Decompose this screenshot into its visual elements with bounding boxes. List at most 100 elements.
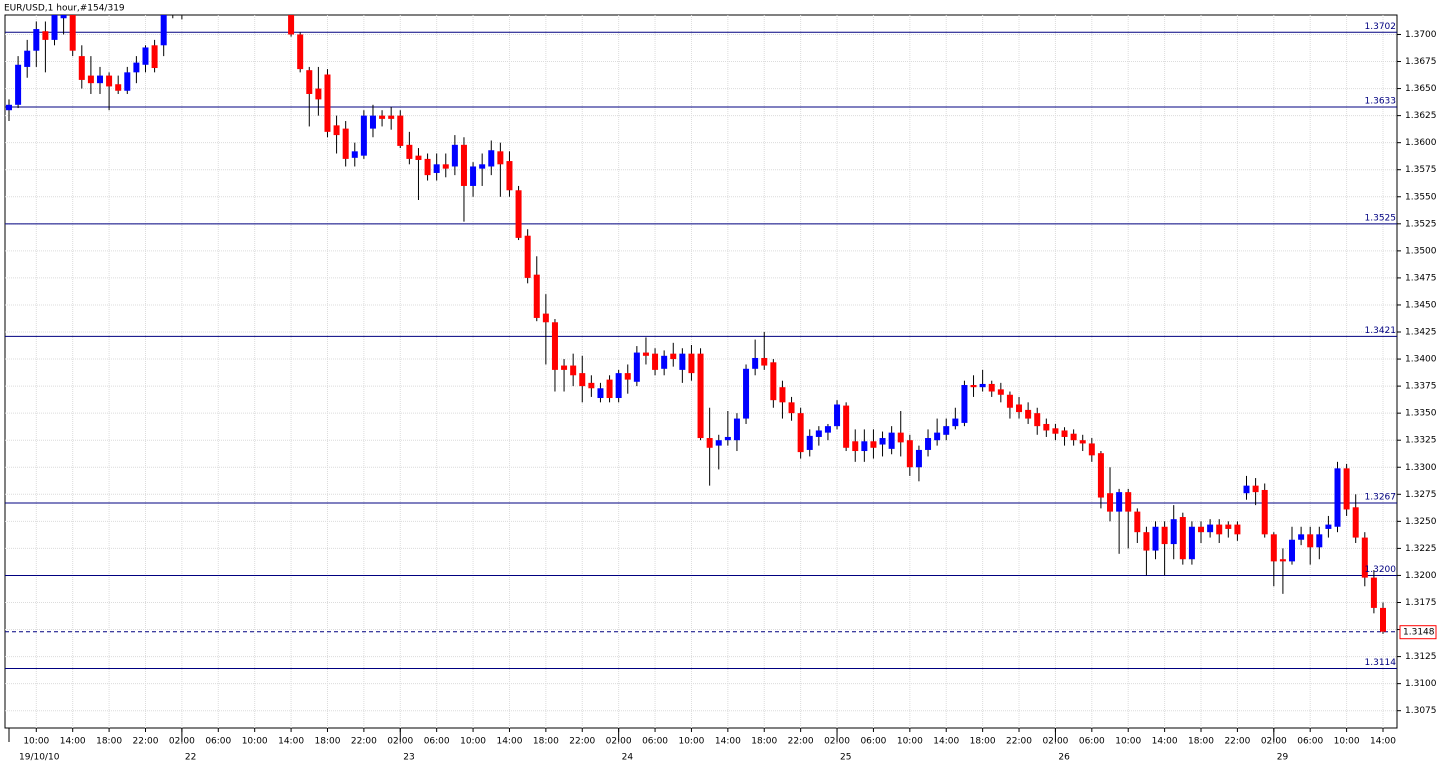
- candle-body: [433, 164, 440, 173]
- x-tick-label: 18:00: [533, 737, 559, 747]
- candle-body: [688, 353, 695, 374]
- candle-body: [1298, 534, 1305, 540]
- labels: 1.30751.31001.31251.31501.31751.32001.32…: [19, 22, 1437, 763]
- candle-body: [142, 47, 149, 65]
- x-tick-label: 10:00: [23, 737, 49, 747]
- candle-body: [115, 84, 122, 91]
- candle-body: [642, 352, 649, 356]
- level-label: 1.3633: [1365, 96, 1397, 106]
- candle-body: [1361, 537, 1368, 578]
- candle-body: [670, 353, 677, 360]
- date-label: 26: [1058, 753, 1070, 763]
- x-tick-label: 18:00: [751, 737, 777, 747]
- candle-body: [724, 436, 731, 441]
- x-tick-label: 22:00: [788, 737, 814, 747]
- x-tick-label: 22:00: [1006, 737, 1032, 747]
- candle-body: [1143, 532, 1150, 551]
- y-tick-label: 1.3500: [1405, 246, 1437, 256]
- x-tick-label: 10:00: [678, 737, 704, 747]
- candle-body: [1198, 526, 1205, 533]
- candle-body: [834, 404, 841, 427]
- candle-body: [661, 355, 668, 369]
- candle-body: [1207, 524, 1214, 533]
- candle-body: [1225, 524, 1232, 529]
- y-tick-label: 1.3225: [1405, 544, 1437, 554]
- candle-body: [406, 144, 413, 159]
- y-tick-label: 1.3575: [1405, 165, 1437, 175]
- x-tick-label: 22:00: [351, 737, 377, 747]
- candle-body: [1279, 559, 1286, 562]
- x-tick-label: 02:00: [387, 737, 413, 747]
- candle-body: [1179, 517, 1186, 560]
- y-tick-label: 1.3450: [1405, 300, 1437, 310]
- candle-body: [743, 368, 750, 419]
- candle-body: [160, 15, 167, 46]
- candle-body: [652, 353, 659, 370]
- y-tick-label: 1.3675: [1405, 57, 1437, 67]
- candle-body: [988, 383, 995, 392]
- x-tick-label: 10:00: [242, 737, 268, 747]
- candle-body: [24, 50, 31, 67]
- y-tick-label: 1.3200: [1405, 571, 1437, 581]
- candle-body: [1334, 468, 1341, 527]
- candle-body: [542, 313, 549, 323]
- x-tick-label: 02:00: [1042, 737, 1068, 747]
- candle-body: [379, 115, 386, 119]
- x-tick-label: 02:00: [1261, 737, 1287, 747]
- y-tick-label: 1.3100: [1405, 679, 1437, 689]
- y-tick-label: 1.3525: [1405, 219, 1437, 229]
- x-tick-label: 06:00: [1297, 737, 1323, 747]
- candle-body: [1088, 443, 1095, 456]
- current-price-box: [1399, 625, 1437, 640]
- candle-body: [415, 155, 422, 160]
- candle-body: [615, 373, 622, 399]
- x-tick-label: 06:00: [205, 737, 231, 747]
- candle-body: [879, 438, 886, 445]
- candle-body: [770, 362, 777, 401]
- x-tick-label: 02:00: [606, 737, 632, 747]
- candle-body: [524, 235, 531, 278]
- x-tick-label: 02:00: [824, 737, 850, 747]
- candle-body: [952, 418, 959, 427]
- candle-body: [397, 115, 404, 146]
- candle-body: [87, 75, 94, 84]
- candle-body: [1134, 511, 1141, 533]
- candle-body: [106, 75, 113, 87]
- y-tick-label: 1.3650: [1405, 84, 1437, 94]
- candle-body: [897, 432, 904, 443]
- level-label: 1.3200: [1365, 565, 1397, 575]
- x-tick-label: 18:00: [970, 737, 996, 747]
- plot-frame: [4, 14, 1398, 729]
- candle-body: [1043, 423, 1050, 431]
- y-tick-label: 1.3600: [1405, 138, 1437, 148]
- y-tick-label: 1.3325: [1405, 436, 1437, 446]
- candle-body: [925, 438, 932, 450]
- candle-body: [1006, 394, 1013, 408]
- candle-body: [1234, 524, 1241, 535]
- candle-body: [1125, 492, 1132, 512]
- candle-body: [1289, 539, 1296, 562]
- candle-body: [752, 357, 759, 369]
- candle-body: [96, 75, 103, 84]
- current-price-label: 1.3148: [1403, 628, 1435, 638]
- candle-body: [33, 29, 40, 51]
- candle-body: [1188, 526, 1195, 560]
- candle-body: [69, 15, 76, 51]
- candle-body: [506, 161, 513, 191]
- y-tick-label: 1.3550: [1405, 192, 1437, 202]
- candle-body: [333, 125, 340, 136]
- candle-body: [1243, 485, 1250, 494]
- candle-body: [970, 385, 977, 388]
- x-tick-label: 14:00: [933, 737, 959, 747]
- candle-body: [943, 426, 950, 435]
- candle-body: [1307, 534, 1314, 548]
- candle-body: [815, 430, 822, 437]
- x-tick-label: 22:00: [1224, 737, 1250, 747]
- chart-title: EUR/USD,1 hour,#154/319: [4, 4, 125, 14]
- candle-body: [1261, 489, 1268, 535]
- candle-body: [697, 353, 704, 439]
- candle-body: [961, 385, 968, 423]
- candle-body: [1380, 607, 1386, 632]
- candle-body: [1070, 433, 1077, 441]
- level-label: 1.3267: [1365, 492, 1397, 502]
